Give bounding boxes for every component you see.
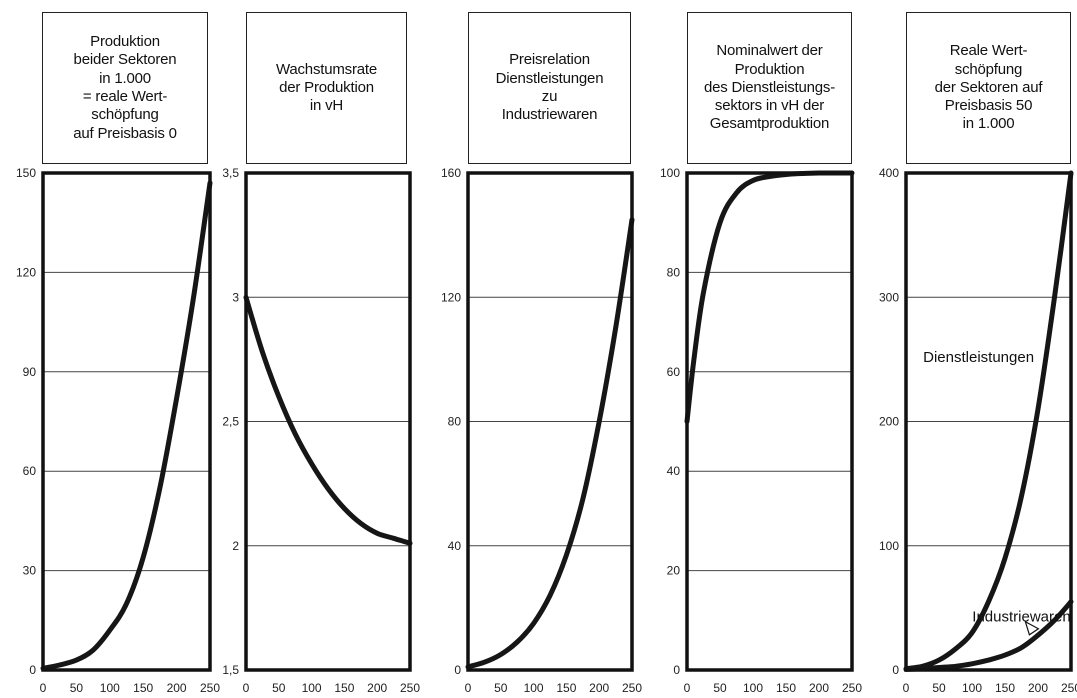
chart-4-series-line bbox=[684, 170, 855, 424]
chart-5-series-line-industriewaren bbox=[903, 599, 1074, 672]
chart-3-y-tick-label: 80 bbox=[448, 415, 462, 429]
chart-5-y-tick-label: 400 bbox=[879, 166, 899, 180]
chart-3-x-tick-label: 0 bbox=[465, 681, 472, 695]
chart-4-x-tick-label: 100 bbox=[743, 681, 763, 695]
chart-4-x-tick-label: 200 bbox=[809, 681, 829, 695]
chart-4-x-tick-label: 0 bbox=[684, 681, 691, 695]
chart-1-y-tick-label: 120 bbox=[16, 265, 36, 279]
chart-2-x-tick-label: 0 bbox=[243, 681, 250, 695]
chart-3-y-tick-label: 0 bbox=[454, 663, 461, 677]
chart-5-x-tick-label: 250 bbox=[1061, 681, 1077, 695]
chart-2-x-tick-label: 200 bbox=[367, 681, 387, 695]
chart-1-series-line bbox=[40, 180, 213, 671]
chart-1-x-tick-label: 250 bbox=[200, 681, 220, 695]
industriewaren-triangle-icon bbox=[1024, 620, 1040, 636]
chart-2-series-line bbox=[243, 294, 413, 546]
chart-5-x-tick-label: 100 bbox=[962, 681, 982, 695]
chart-5-annotation-dienstleistungen: Dienstleistungen bbox=[923, 349, 1034, 366]
chart-1-title-box: Produktion beider Sektoren in 1.000 = re… bbox=[42, 12, 208, 164]
chart-4-x-tick-label: 150 bbox=[776, 681, 796, 695]
chart-1-y-tick-label: 150 bbox=[16, 166, 36, 180]
chart-5-y-tick-label: 0 bbox=[892, 663, 899, 677]
chart-5-x-tick-label: 50 bbox=[932, 681, 946, 695]
chart-4-x-tick-label: 250 bbox=[842, 681, 862, 695]
chart-4-y-tick-label: 0 bbox=[673, 663, 680, 677]
chart-2-plot-frame bbox=[244, 171, 412, 672]
chart-3-title-box: Preisrelation Dienstleistungen zu Indust… bbox=[468, 12, 631, 164]
chart-2-y-tick-label: 2,5 bbox=[222, 415, 239, 429]
chart-2-y-tick-label: 2 bbox=[232, 539, 239, 553]
chart-3-title: Preisrelation Dienstleistungen zu Indust… bbox=[495, 51, 604, 124]
chart-5-series-line-dienstleistungen bbox=[903, 170, 1074, 672]
chart-5-x-tick-label: 0 bbox=[903, 681, 910, 695]
chart-1-x-tick-label: 100 bbox=[100, 681, 120, 695]
chart-1-y-tick-label: 30 bbox=[23, 564, 37, 578]
chart-5-y-tick-label: 300 bbox=[879, 290, 899, 304]
chart-2-x-tick-label: 250 bbox=[400, 681, 420, 695]
chart-3-y-tick-label: 160 bbox=[441, 166, 461, 180]
chart-1-plot-frame bbox=[41, 171, 212, 672]
chart-2-y-tick-label: 3 bbox=[232, 290, 239, 304]
chart-5-title-box: Reale Wert- schöpfung der Sektoren auf P… bbox=[906, 12, 1071, 164]
chart-5-x-tick-label: 150 bbox=[995, 681, 1015, 695]
chart-4-x-tick-label: 50 bbox=[713, 681, 727, 695]
chart-4-title: Nominalwert der Produktion des Dienstlei… bbox=[703, 42, 836, 133]
chart-1-title: Produktion beider Sektoren in 1.000 = re… bbox=[73, 33, 177, 142]
chart-4-title-box: Nominalwert der Produktion des Dienstlei… bbox=[687, 12, 852, 164]
chart-2-x-tick-label: 50 bbox=[272, 681, 286, 695]
chart-3-x-tick-label: 100 bbox=[524, 681, 544, 695]
chart-3-series-line bbox=[465, 217, 635, 670]
chart-5-y-tick-label: 200 bbox=[879, 415, 899, 429]
chart-5-x-tick-label: 200 bbox=[1028, 681, 1048, 695]
chart-3-x-tick-label: 200 bbox=[589, 681, 609, 695]
chart-2-y-tick-label: 1,5 bbox=[222, 663, 239, 677]
chart-4-y-tick-label: 80 bbox=[667, 265, 681, 279]
chart-1-x-tick-label: 200 bbox=[167, 681, 187, 695]
chart-3-plot-frame bbox=[466, 171, 634, 672]
chart-3-x-tick-label: 150 bbox=[556, 681, 576, 695]
chart-2-title-box: Wachstumsrate der Produktion in vH bbox=[246, 12, 407, 164]
chart-3-y-tick-label: 120 bbox=[441, 290, 461, 304]
chart-4-y-tick-label: 60 bbox=[667, 365, 681, 379]
chart-4-y-tick-label: 40 bbox=[667, 464, 681, 478]
chart-4-plot-frame bbox=[685, 171, 854, 672]
chart-5-title: Reale Wert- schöpfung der Sektoren auf P… bbox=[934, 42, 1043, 133]
chart-4-y-tick-label: 100 bbox=[660, 166, 680, 180]
chart-5-plot-frame bbox=[904, 171, 1073, 672]
chart-1-y-tick-label: 0 bbox=[29, 663, 36, 677]
chart-2-x-tick-label: 150 bbox=[334, 681, 354, 695]
chart-1-x-tick-label: 150 bbox=[133, 681, 153, 695]
chart-2-title: Wachstumsrate der Produktion in vH bbox=[275, 60, 378, 115]
chart-1-y-tick-label: 60 bbox=[23, 464, 37, 478]
chart-4-y-tick-label: 20 bbox=[667, 564, 681, 578]
chart-2-y-tick-label: 3,5 bbox=[222, 166, 239, 180]
chart-5-y-tick-label: 100 bbox=[879, 539, 899, 553]
chart-1-x-tick-label: 50 bbox=[70, 681, 84, 695]
chart-5-annotation-industriewaren: Industriewaren bbox=[972, 609, 1070, 626]
chart-3-y-tick-label: 40 bbox=[448, 539, 462, 553]
chart-3-x-tick-label: 50 bbox=[494, 681, 508, 695]
chart-1-y-tick-label: 90 bbox=[23, 365, 37, 379]
chart-3-x-tick-label: 250 bbox=[622, 681, 642, 695]
chart-1-x-tick-label: 0 bbox=[40, 681, 47, 695]
chart-2-x-tick-label: 100 bbox=[302, 681, 322, 695]
